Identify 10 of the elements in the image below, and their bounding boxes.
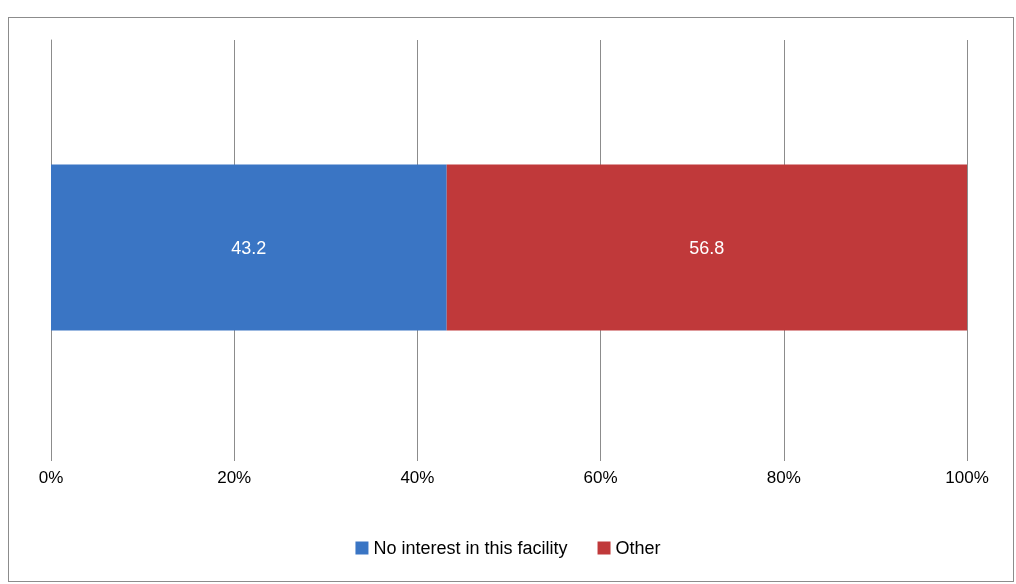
- data-label: 43.2: [231, 237, 267, 258]
- legend-label: Other: [615, 538, 661, 558]
- legend-label: No interest in this facility: [373, 538, 568, 558]
- x-tick-label: 0%: [38, 468, 64, 487]
- x-tick-label: 80%: [766, 468, 801, 487]
- x-tick-label: 20%: [217, 468, 252, 487]
- data-label: 56.8: [689, 237, 725, 258]
- x-tick-label: 100%: [945, 468, 989, 487]
- x-tick-label: 60%: [583, 468, 618, 487]
- x-tick-label: 40%: [400, 468, 435, 487]
